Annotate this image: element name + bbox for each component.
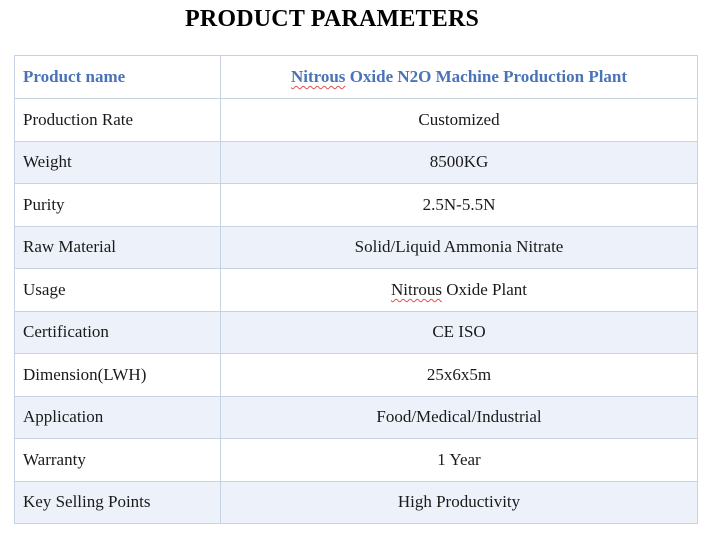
table-row-usage: Usage Nitrous Oxide Plant bbox=[14, 268, 698, 312]
spellcheck-word: Nitrous bbox=[290, 67, 346, 86]
product-parameters-table: Product name Nitrous Oxide N2O Machine P… bbox=[14, 55, 698, 524]
param-name: Production Rate bbox=[14, 98, 221, 142]
table-row-key-selling-points: Key Selling Points High Productivity bbox=[14, 480, 698, 524]
param-name: Usage bbox=[14, 268, 221, 312]
table-row-certification: Certification CE ISO bbox=[14, 310, 698, 354]
param-name: Purity bbox=[14, 183, 221, 227]
table-row-weight: Weight 8500KG bbox=[14, 140, 698, 184]
header-value-text: Oxide N2O Machine Production Plant bbox=[345, 67, 628, 86]
table-header-row: Product name Nitrous Oxide N2O Machine P… bbox=[14, 55, 698, 99]
param-name: Warranty bbox=[14, 438, 221, 482]
param-value: Customized bbox=[220, 98, 698, 142]
param-value: Food/Medical/Industrial bbox=[220, 395, 698, 439]
param-name: Raw Material bbox=[14, 225, 221, 269]
table-row-production-rate: Production Rate Customized bbox=[14, 98, 698, 142]
param-name: Application bbox=[14, 395, 221, 439]
spellcheck-word: Nitrous bbox=[391, 279, 442, 299]
param-value-text: Oxide Plant bbox=[442, 279, 527, 299]
table-row-dimension: Dimension(LWH) 25x6x5m bbox=[14, 353, 698, 397]
table-row-raw-material: Raw Material Solid/Liquid Ammonia Nitrat… bbox=[14, 225, 698, 269]
table-row-application: Application Food/Medical/Industrial bbox=[14, 395, 698, 439]
param-value: 25x6x5m bbox=[220, 353, 698, 397]
param-value: 2.5N-5.5N bbox=[220, 183, 698, 227]
param-value: 8500KG bbox=[220, 140, 698, 184]
table-row-warranty: Warranty 1 Year bbox=[14, 438, 698, 482]
param-value: CE ISO bbox=[220, 310, 698, 354]
param-name: Dimension(LWH) bbox=[14, 353, 221, 397]
param-name: Certification bbox=[14, 310, 221, 354]
page-title: PRODUCT PARAMETERS bbox=[184, 6, 480, 32]
param-value: Solid/Liquid Ammonia Nitrate bbox=[220, 225, 698, 269]
param-value: Nitrous Oxide Plant bbox=[220, 268, 698, 312]
param-value: High Productivity bbox=[220, 480, 698, 524]
header-value-cell: Nitrous Oxide N2O Machine Production Pla… bbox=[220, 55, 698, 99]
param-value: 1 Year bbox=[220, 438, 698, 482]
header-name-cell: Product name bbox=[14, 55, 221, 99]
table-row-purity: Purity 2.5N-5.5N bbox=[14, 183, 698, 227]
param-name: Key Selling Points bbox=[14, 480, 221, 524]
param-name: Weight bbox=[14, 140, 221, 184]
